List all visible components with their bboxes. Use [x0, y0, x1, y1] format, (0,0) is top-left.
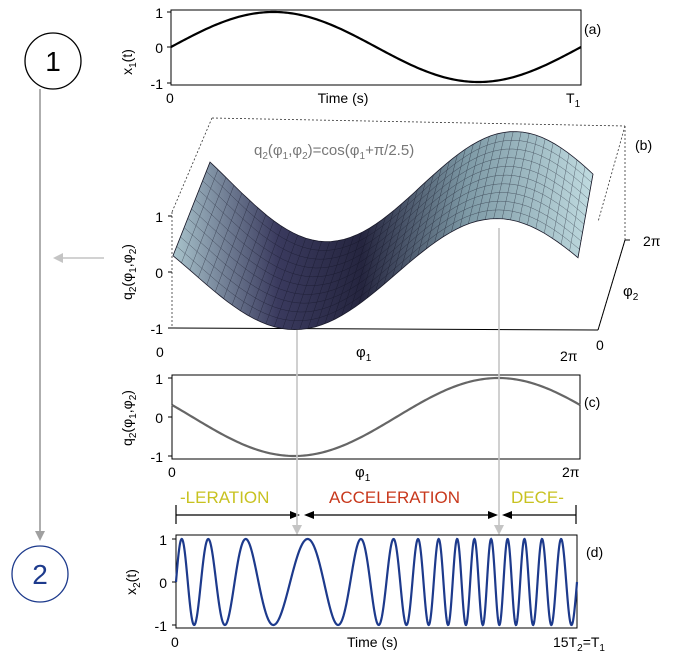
phase-labels: -LERATION ACCELERATION DECE- [175, 488, 577, 524]
panel-b-surface-mesh [172, 131, 594, 330]
panel-a-ytick-0: 0 [155, 40, 163, 56]
panel-c-ytick-1: 1 [155, 371, 163, 387]
step-one-label: 1 [45, 46, 61, 77]
surface-mesh-line [195, 166, 588, 278]
panel-a-xend: T1 [566, 90, 581, 110]
panel-c-x0: 0 [168, 464, 176, 480]
panel-c-xlabel: φ1 [355, 464, 371, 484]
surface-mesh-line [198, 157, 589, 269]
panel-d-ytick-1: 1 [159, 532, 167, 548]
panel-c-ytick-neg1: -1 [151, 449, 164, 465]
panel-c-axes [171, 374, 581, 460]
surface-mesh-line [202, 148, 591, 260]
panel-a-tag: (a) [584, 21, 601, 37]
panel-a-ytick-neg1: -1 [151, 76, 164, 92]
surface-mesh-line [183, 192, 583, 304]
panel-b-tag: (b) [635, 137, 652, 153]
surface-mesh-line [172, 161, 211, 256]
panel-d-xlabel: Time (s) [347, 634, 398, 650]
step-one-circle [24, 32, 82, 90]
panel-a-xlabel: Time (s) [318, 90, 369, 106]
surface-mesh-line [187, 183, 585, 295]
panel-b-dlabel: φ2 [623, 283, 639, 303]
panel-a: 1 0 -1 0 Time (s) T1 (a) x1(t) [119, 5, 601, 110]
panel-b-xlabel: φ1 [356, 344, 372, 364]
panel-c-xend: 2π [562, 464, 580, 480]
step-two-label: 2 [32, 559, 48, 590]
panel-b-surface [172, 131, 594, 331]
panel-a-ytick-1: 1 [155, 5, 163, 21]
panel-a-x0: 0 [166, 90, 174, 106]
panel-b-ztick-1: 1 [155, 209, 163, 225]
surface-mesh-line [206, 140, 592, 251]
phase-label-deceleration-left: -LERATION [180, 488, 269, 507]
surface-mesh-line [191, 174, 586, 286]
panel-d-tag: (d) [586, 544, 603, 560]
flow-diagram: 1 2 [11, 32, 104, 603]
panel-d-curve [174, 537, 579, 627]
panel-b-phi2-axis [597, 239, 626, 331]
panel-c-tag: (c) [584, 394, 600, 410]
panel-b-phi1-axis [171, 327, 599, 331]
panel-b-equation: q2(φ1,φ2)=cos(φ1+π/2.5) [254, 142, 414, 162]
panel-a-ylabel: x1(t) [119, 49, 139, 75]
panel-d-xend: 15T2=T1 [553, 634, 605, 654]
panel-b-x0: 0 [156, 344, 164, 360]
panel-d-ytick-0: 0 [159, 575, 167, 591]
panel-c-ytick-0: 0 [155, 410, 163, 426]
panel-c-curve [171, 376, 581, 458]
panel-d-ylabel: x2(t) [123, 569, 143, 595]
panel-d: 1 0 -1 0 Time (s) 15T2=T1 (d) x2(t) [123, 532, 605, 654]
panel-c-ylabel: q2(φ1,φ2) [119, 390, 139, 446]
panel-b-xend: 2π [560, 348, 578, 364]
phase-label-acceleration: ACCELERATION [329, 488, 460, 507]
step-two-circle [11, 545, 69, 603]
panel-b-dtick-2pi: 2π [643, 233, 661, 249]
panel-b-ylabel: q2(φ1,φ2) [119, 244, 139, 300]
panel-b: q2(φ1,φ2)=cos(φ1+π/2.5) (b) 1 0 -1 q2(φ1… [119, 117, 661, 364]
surface-mesh-line [180, 200, 582, 313]
panel-d-x0: 0 [171, 634, 179, 650]
panel-b-box [171, 117, 626, 331]
panel-a-curve [170, 10, 582, 84]
surface-mesh-line [176, 209, 580, 322]
panel-b-dtick-0: 0 [596, 337, 604, 353]
panel-b-ztick-neg1: -1 [151, 321, 164, 337]
panel-b-ztick-0: 0 [155, 265, 163, 281]
panel-c: 1 0 -1 0 φ1 2π (c) q2(φ1,φ2) [119, 371, 600, 484]
phase-label-deceleration-right: DECE- [511, 488, 564, 507]
panel-d-ytick-neg1: -1 [155, 618, 168, 634]
